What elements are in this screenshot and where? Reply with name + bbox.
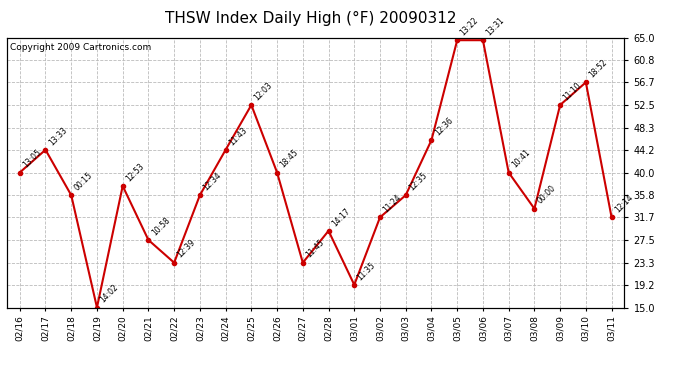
Text: 18:52: 18:52	[587, 58, 609, 80]
Text: 12:36: 12:36	[433, 116, 455, 137]
Text: 11:43: 11:43	[227, 125, 249, 147]
Text: Copyright 2009 Cartronics.com: Copyright 2009 Cartronics.com	[10, 43, 151, 52]
Text: 13:33: 13:33	[47, 125, 69, 147]
Text: 11:10: 11:10	[562, 81, 583, 102]
Text: 14:02: 14:02	[99, 283, 120, 305]
Text: 00:15: 00:15	[72, 171, 95, 192]
Text: 12:14: 12:14	[613, 193, 635, 214]
Text: 13:22: 13:22	[459, 16, 480, 38]
Text: 10:41: 10:41	[510, 148, 532, 170]
Text: 10:58: 10:58	[150, 216, 172, 237]
Text: 11:45: 11:45	[304, 238, 326, 260]
Text: 13:05: 13:05	[21, 148, 43, 170]
Text: 12:34: 12:34	[201, 171, 223, 192]
Text: 12:03: 12:03	[253, 81, 275, 102]
Text: 14:17: 14:17	[330, 206, 352, 228]
Text: THSW Index Daily High (°F) 20090312: THSW Index Daily High (°F) 20090312	[165, 11, 456, 26]
Text: 11:35: 11:35	[355, 260, 377, 282]
Text: 00:00: 00:00	[535, 184, 558, 206]
Text: 18:45: 18:45	[279, 148, 300, 170]
Text: 13:31: 13:31	[484, 16, 506, 38]
Text: 12:53: 12:53	[124, 162, 146, 183]
Text: 11:24: 11:24	[382, 193, 403, 214]
Text: 12:35: 12:35	[407, 171, 429, 192]
Text: 12:39: 12:39	[175, 238, 197, 260]
